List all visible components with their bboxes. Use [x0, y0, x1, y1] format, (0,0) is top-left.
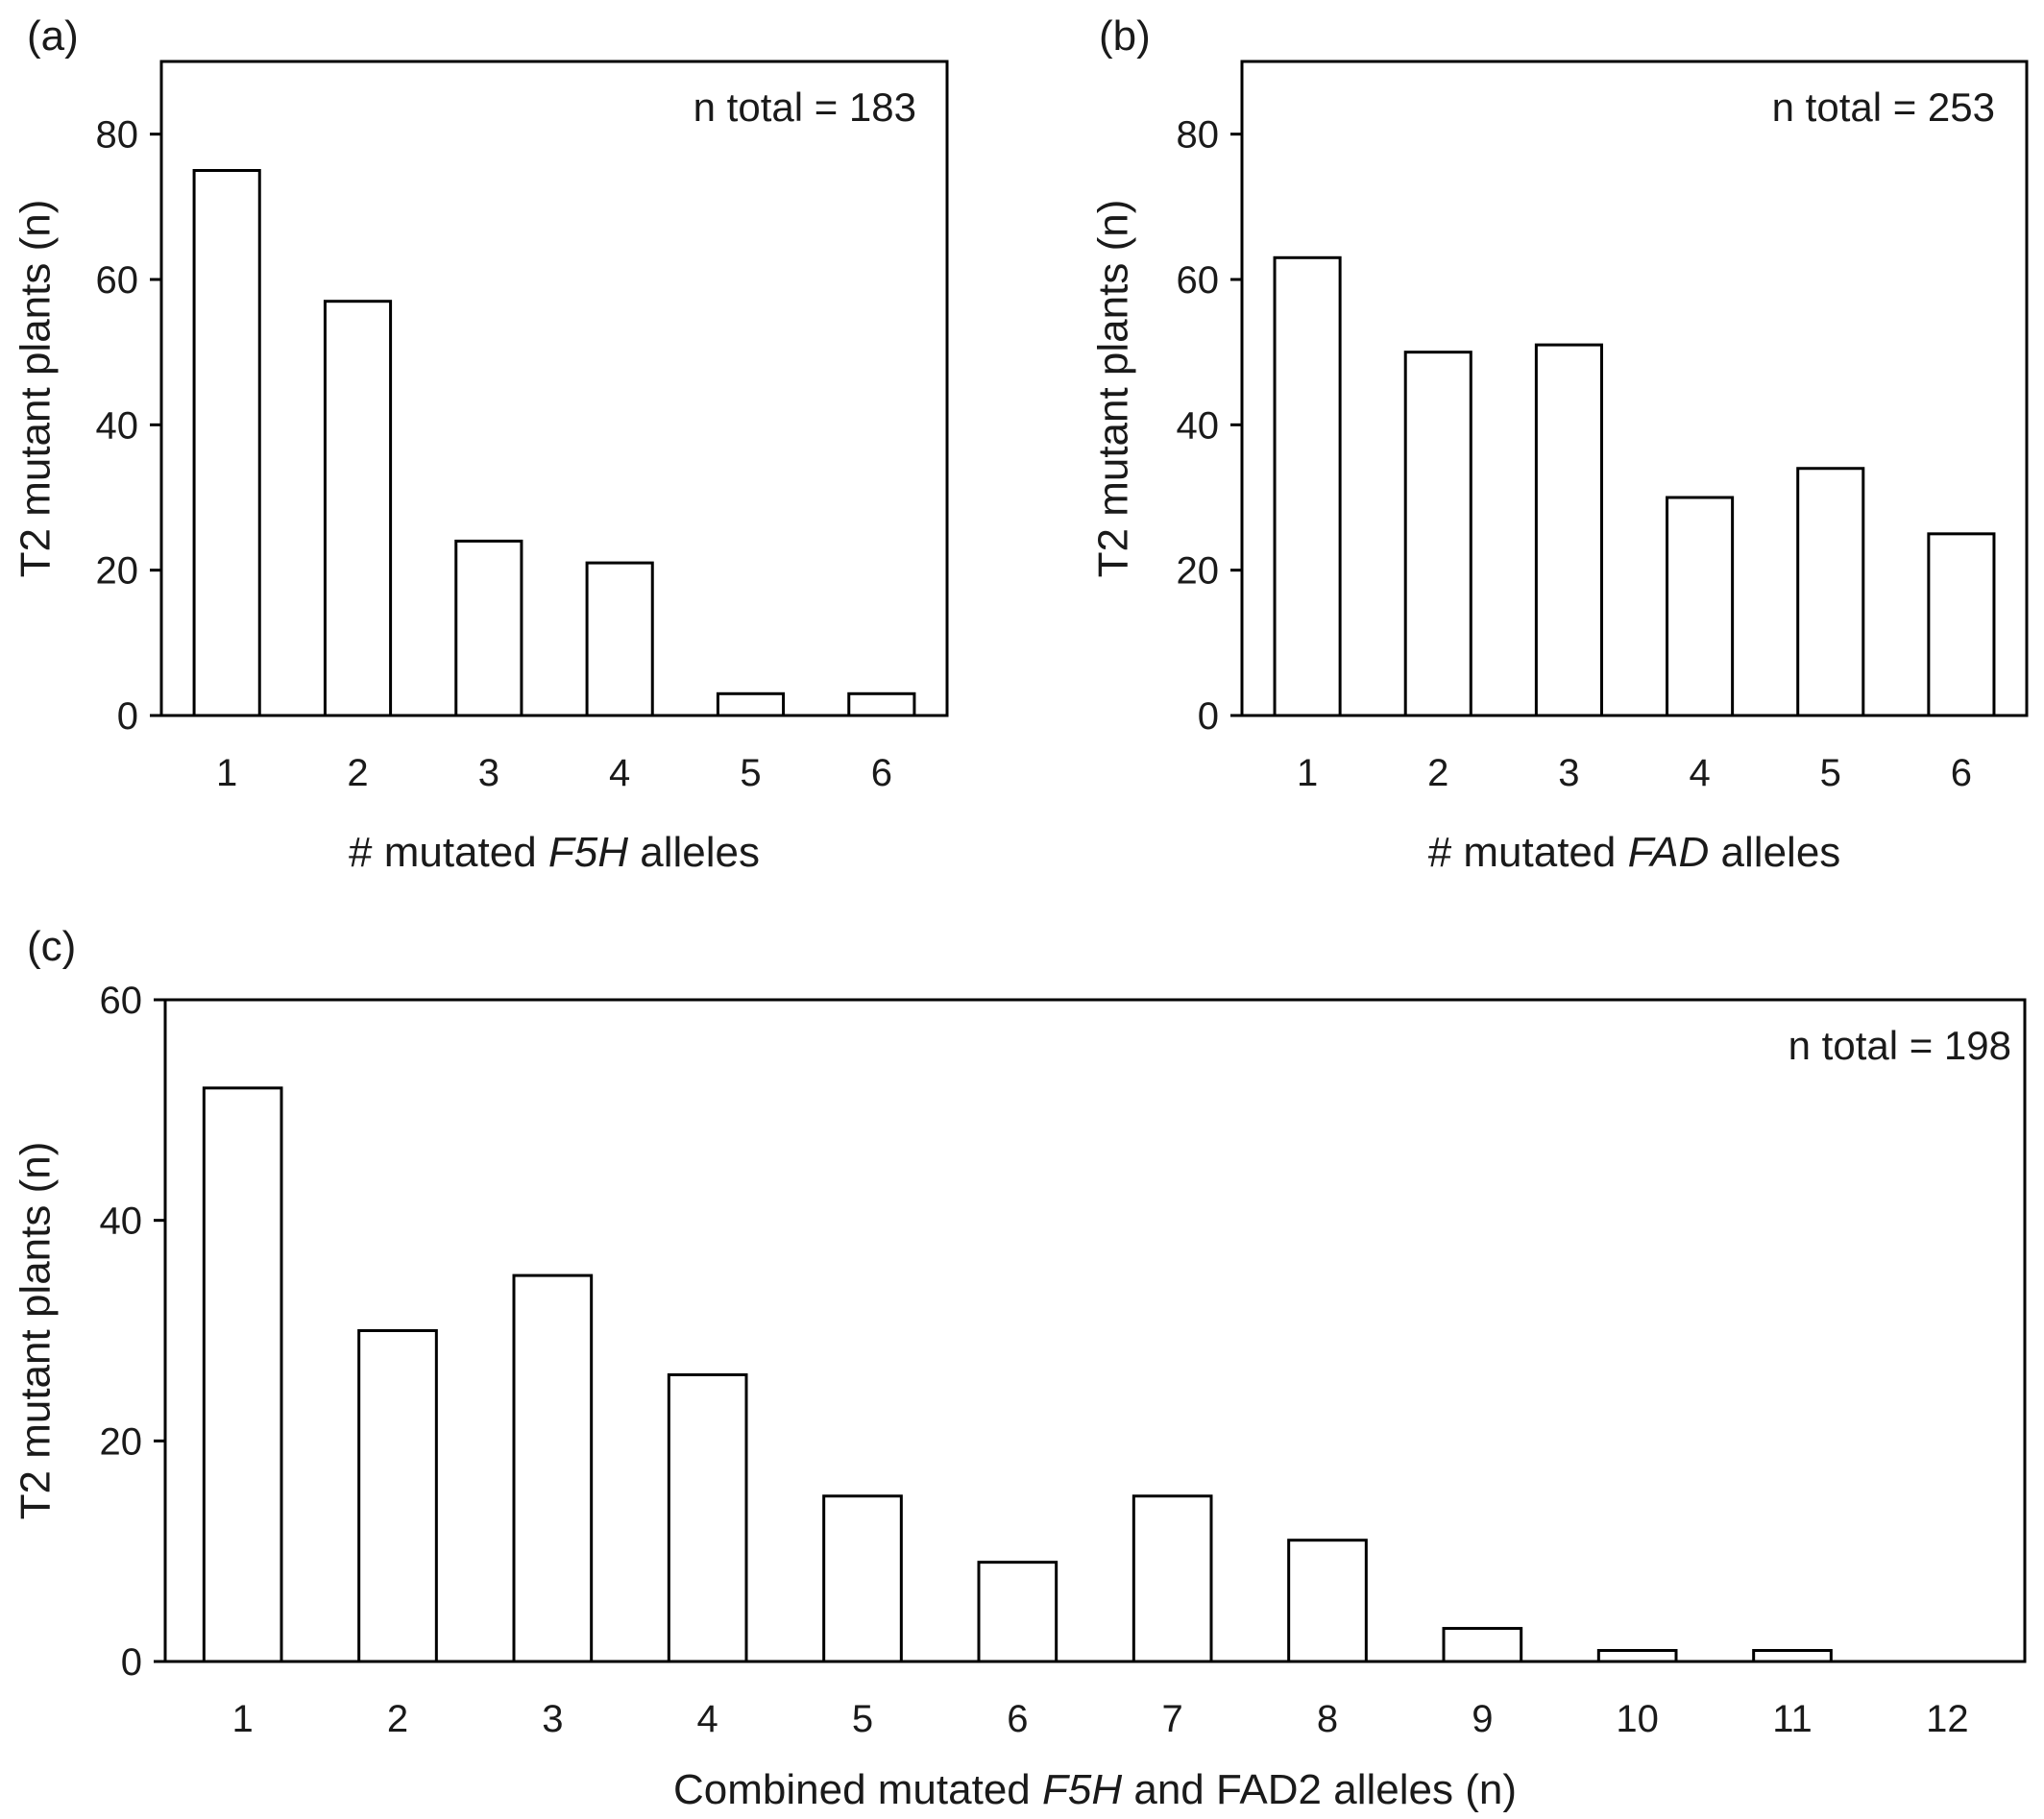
- n-total-annotation: n total = 198: [1788, 1023, 2011, 1068]
- bar-6: [977, 1561, 1058, 1663]
- bar-6: [847, 691, 916, 717]
- x-tick-label: 3: [1558, 752, 1579, 794]
- panel-letter: (c): [27, 923, 76, 970]
- y-tick-label: 60: [96, 259, 139, 302]
- y-tick-label: 40: [96, 404, 139, 447]
- bar-4: [585, 561, 654, 717]
- bar-9: [1442, 1627, 1523, 1663]
- y-tick-label: 40: [1177, 404, 1220, 447]
- plot-frame: [1240, 60, 2029, 717]
- x-tick-label: 11: [1772, 1698, 1813, 1740]
- bar-7: [1132, 1494, 1213, 1663]
- x-tick-label: 10: [1616, 1698, 1659, 1740]
- bar-4: [1666, 496, 1735, 717]
- x-axis-title: Combined mutated F5H and FAD2 alleles (n…: [673, 1766, 1517, 1813]
- x-tick-label: 2: [387, 1698, 408, 1740]
- x-tick-label: 4: [697, 1698, 718, 1740]
- x-tick-label: 12: [1926, 1698, 1969, 1740]
- n-total-annotation: n total = 183: [694, 85, 916, 130]
- y-axis-title: T2 mutant plants (n): [1090, 200, 1137, 578]
- bar-5: [1796, 467, 1865, 717]
- y-tick-label: 20: [1177, 550, 1220, 593]
- x-tick-label: 5: [740, 752, 761, 794]
- bar-1: [192, 169, 261, 717]
- x-tick-label: 5: [852, 1698, 873, 1740]
- x-tick-label: 5: [1820, 752, 1841, 794]
- x-tick-label: 6: [1007, 1698, 1028, 1740]
- y-tick-label: 40: [100, 1201, 143, 1243]
- y-tick-label: 20: [96, 550, 139, 593]
- panel-letter: (a): [27, 12, 79, 60]
- x-tick-label: 9: [1472, 1698, 1493, 1740]
- n-total-annotation: n total = 253: [1772, 85, 1995, 130]
- y-tick-label: 80: [96, 114, 139, 157]
- panel-a: (a) 0 20 40 60 80 1 2 3 4 5 6 # mutated F5H alleles T…: [12, 12, 949, 876]
- x-tick-label: 6: [871, 752, 892, 794]
- y-axis-title: T2 mutant plants (n): [12, 1142, 60, 1520]
- bar-3: [1534, 343, 1603, 717]
- x-tick-label: 1: [232, 1698, 254, 1740]
- panel-letter: (b): [1099, 12, 1151, 60]
- y-tick-label: 20: [100, 1420, 143, 1463]
- y-axis-title: T2 mutant plants (n): [12, 200, 60, 578]
- y-tick-label: 60: [1177, 259, 1220, 302]
- x-tick-label: 3: [478, 752, 499, 794]
- bar-2: [323, 300, 393, 717]
- x-axis-title: # mutated FAD alleles: [1428, 829, 1841, 876]
- y-tick-label: 60: [100, 980, 143, 1022]
- x-tick-label: 2: [347, 752, 368, 794]
- bar-1: [1273, 255, 1342, 717]
- x-axis-title: # mutated F5H alleles: [349, 829, 760, 876]
- bar-10: [1596, 1649, 1678, 1663]
- y-tick-label: 0: [121, 1641, 142, 1684]
- bar-3: [454, 539, 523, 717]
- bar-11: [1752, 1649, 1833, 1663]
- bar-1: [202, 1086, 283, 1663]
- plot-frame: [159, 60, 949, 717]
- y-tick-label: 0: [117, 695, 138, 738]
- bar-5: [716, 691, 786, 717]
- x-tick-label: 4: [609, 752, 630, 794]
- bar-2: [1403, 351, 1472, 717]
- x-tick-label: 7: [1162, 1698, 1183, 1740]
- panel-b: (b) 0 20 40 60 80 1 2 3 4 5 6 # mutated FAD alleles T…: [1090, 12, 2029, 876]
- x-tick-label: 2: [1427, 752, 1448, 794]
- bar-8: [1287, 1539, 1368, 1663]
- bar-6: [1927, 532, 1996, 717]
- x-tick-label: 1: [1297, 752, 1318, 794]
- plot-frame: [163, 998, 2027, 1663]
- x-tick-label: 4: [1689, 752, 1710, 794]
- x-tick-label: 3: [542, 1698, 563, 1740]
- bar-2: [357, 1329, 438, 1663]
- x-tick-label: 6: [1951, 752, 1972, 794]
- y-tick-label: 80: [1177, 114, 1220, 157]
- bar-3: [512, 1273, 594, 1663]
- x-tick-label: 1: [216, 752, 237, 794]
- bar-4: [667, 1372, 748, 1663]
- bar-5: [822, 1494, 903, 1663]
- x-tick-label: 8: [1317, 1698, 1338, 1740]
- y-tick-label: 0: [1198, 695, 1219, 738]
